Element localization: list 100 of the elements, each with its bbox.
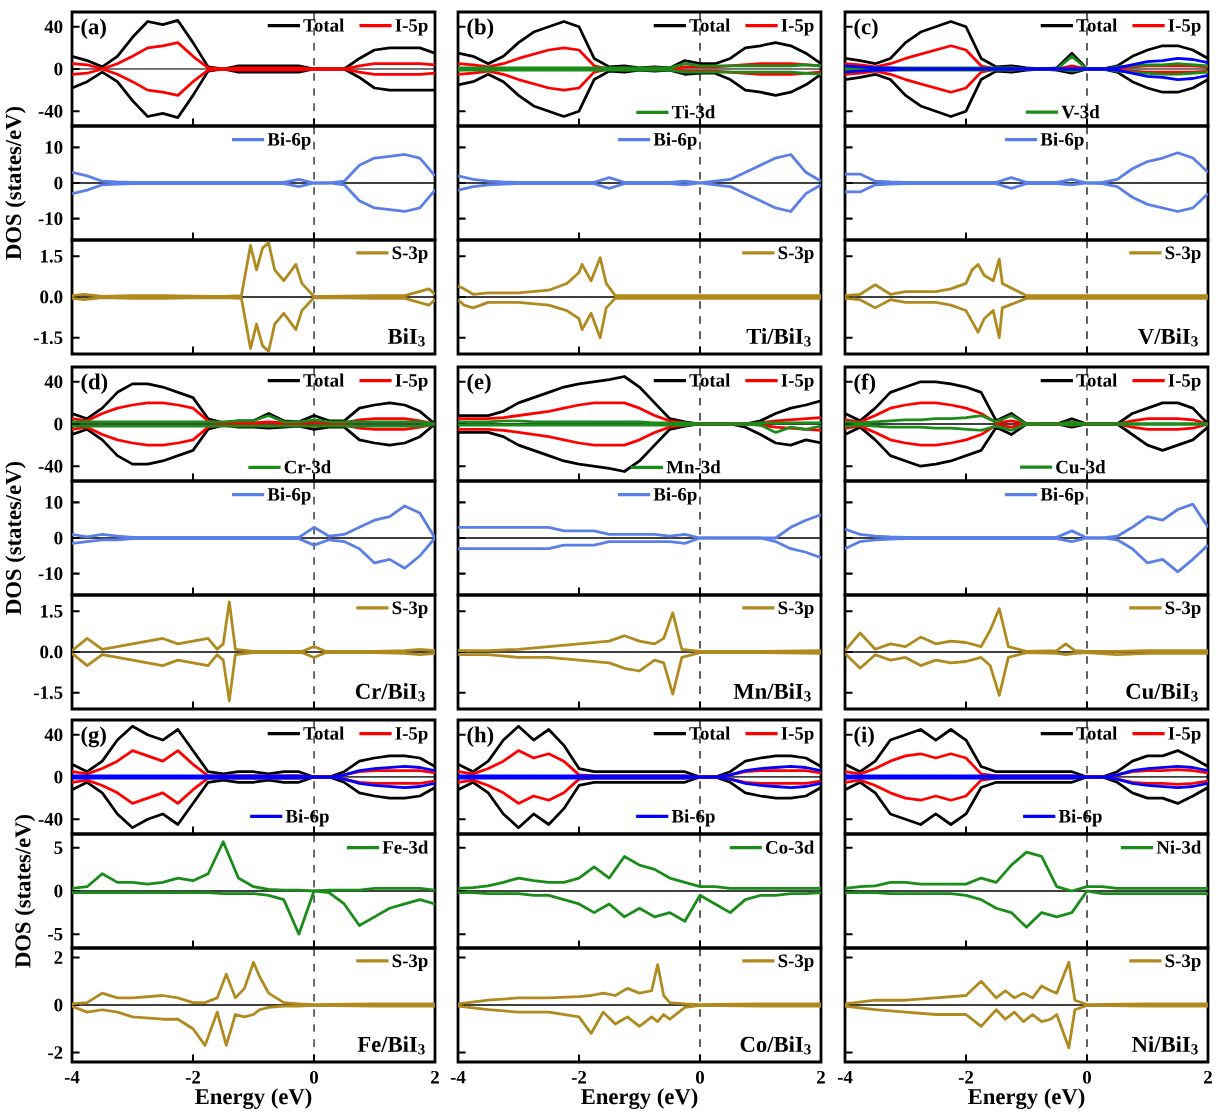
y-tick-label: -5	[48, 927, 63, 941]
x-axis-title: Energy (eV)	[195, 1088, 312, 1110]
legend-label: Bi-6p	[267, 487, 311, 505]
legend-label: S-3p	[1165, 246, 1201, 263]
x-tick-label: -2	[571, 1070, 587, 1084]
legend-label: I-5p	[395, 727, 428, 744]
y-tick-label: 10	[45, 496, 63, 509]
legend-label: Ti-3d	[671, 105, 716, 119]
y-tick-label: 40	[44, 728, 63, 742]
x-axis-title: Energy (eV)	[581, 1088, 698, 1110]
annotation: (f)	[854, 373, 876, 395]
y-axis-title: DOS (states/eV)	[5, 106, 26, 260]
legend-label: S-3p	[778, 601, 814, 618]
y-tick-label: 5	[54, 841, 63, 855]
legend-label: S-3p	[392, 246, 428, 263]
legend-label: I-5p	[781, 727, 814, 744]
legend-label: I-5p	[1168, 374, 1201, 391]
legend-label: S-3p	[392, 954, 428, 971]
legend-label: Bi-6p	[653, 132, 697, 150]
y-tick-label: 0	[54, 998, 63, 1012]
legend-label: Total	[1076, 373, 1118, 387]
x-tick-label: 2	[817, 1070, 825, 1084]
annotation: Fe/BiI$_{3}$	[357, 1036, 425, 1055]
y-tick-label: 0	[54, 417, 63, 431]
x-tick-label: 0	[695, 1070, 704, 1084]
legend-label: Ni-3d	[1156, 840, 1202, 854]
annotation: Ni/BiI$_{3}$	[1132, 1036, 1198, 1055]
legend-label: V-3d	[1061, 105, 1100, 119]
legend-label: Bi-6p	[1040, 487, 1084, 505]
annotation: (h)	[467, 726, 494, 747]
legend-label: Total	[303, 726, 345, 740]
legend-label: S-3p	[778, 246, 814, 263]
legend-label: Total	[1076, 18, 1118, 32]
y-tick-label: 0.0	[40, 645, 63, 659]
annotation: Mn/BiI$_{3}$	[733, 683, 811, 702]
legend-label: S-3p	[1165, 954, 1201, 971]
y-tick-label: -10	[38, 212, 63, 225]
y-tick-label: 10	[45, 141, 63, 154]
y-tick-label: -1.5	[33, 331, 63, 345]
annotation: (e)	[467, 373, 491, 394]
legend-label: I-5p	[1168, 727, 1201, 744]
annotation: (g)	[81, 726, 106, 748]
annotation: Ti/BiI$_{3}$	[746, 328, 811, 347]
legend-label: Total	[689, 726, 731, 740]
legend-label: Cr-3d	[284, 460, 332, 474]
y-tick-label: 1.5	[41, 249, 63, 263]
annotation: (c)	[854, 18, 878, 39]
y-tick-label: 0	[54, 62, 63, 76]
legend-label: S-3p	[392, 601, 428, 618]
x-tick-label: -4	[450, 1070, 466, 1084]
x-tick-label: -4	[64, 1070, 80, 1084]
y-tick-label: 0	[54, 531, 63, 545]
y-tick-label: -2	[48, 1046, 63, 1059]
y-tick-label: 40	[44, 375, 63, 389]
y-axis-title: DOS (states/eV)	[14, 814, 36, 968]
annotation: V/BiI$_{3}$	[1138, 328, 1198, 347]
y-tick-label: 1.5	[41, 604, 63, 618]
legend-label: Total	[689, 18, 731, 32]
x-axis-title: Energy (eV)	[968, 1088, 1085, 1110]
y-tick-label: -1.5	[33, 686, 63, 700]
y-tick-label: -40	[38, 459, 63, 473]
x-tick-label: 0	[1082, 1070, 1091, 1084]
legend-label: S-3p	[778, 954, 814, 971]
legend-label: Bi-6p	[671, 809, 715, 827]
y-tick-label: 0.0	[40, 290, 63, 304]
legend-label: Total	[1076, 726, 1118, 740]
legend-label: Bi-6p	[285, 809, 329, 827]
x-tick-label: -2	[958, 1070, 974, 1084]
legend-label: I-5p	[395, 19, 428, 36]
annotation: (d)	[81, 373, 108, 394]
annotation: Co/BiI$_{3}$	[740, 1036, 811, 1055]
annotation: (i)	[854, 726, 874, 747]
annotation: (a)	[81, 18, 106, 39]
legend-label: I-5p	[781, 374, 814, 391]
annotation: (b)	[467, 18, 494, 39]
annotation: Cu/BiI$_{3}$	[1126, 683, 1198, 702]
x-tick-label: 2	[431, 1070, 439, 1084]
legend-label: I-5p	[781, 19, 814, 36]
x-tick-label: 0	[309, 1070, 318, 1084]
legend-label: Total	[303, 18, 345, 32]
annotation: BiI$_{3}$	[387, 328, 425, 347]
y-tick-label: -40	[38, 104, 63, 118]
legend-label: Total	[689, 373, 731, 387]
legend-label: Bi-6p	[1040, 132, 1084, 150]
y-tick-label: 0	[54, 770, 63, 784]
x-tick-label: -4	[837, 1070, 853, 1084]
legend-label: Co-3d	[765, 840, 815, 854]
y-tick-label: 2	[54, 951, 63, 964]
legend-label: Fe-3d	[382, 840, 429, 854]
y-tick-label: 0	[54, 884, 63, 898]
legend-label: Cu-3d	[1056, 460, 1106, 474]
y-tick-label: -40	[38, 812, 63, 826]
x-tick-label: 2	[1204, 1070, 1212, 1084]
legend-label: I-5p	[1168, 19, 1201, 36]
y-tick-label: -10	[38, 567, 63, 580]
legend-label: Bi-6p	[267, 132, 311, 150]
legend-label: Mn-3d	[666, 460, 721, 474]
legend-label: Bi-6p	[1058, 809, 1102, 827]
annotation: Cr/BiI$_{3}$	[355, 683, 425, 702]
x-tick-label: -2	[185, 1070, 201, 1084]
